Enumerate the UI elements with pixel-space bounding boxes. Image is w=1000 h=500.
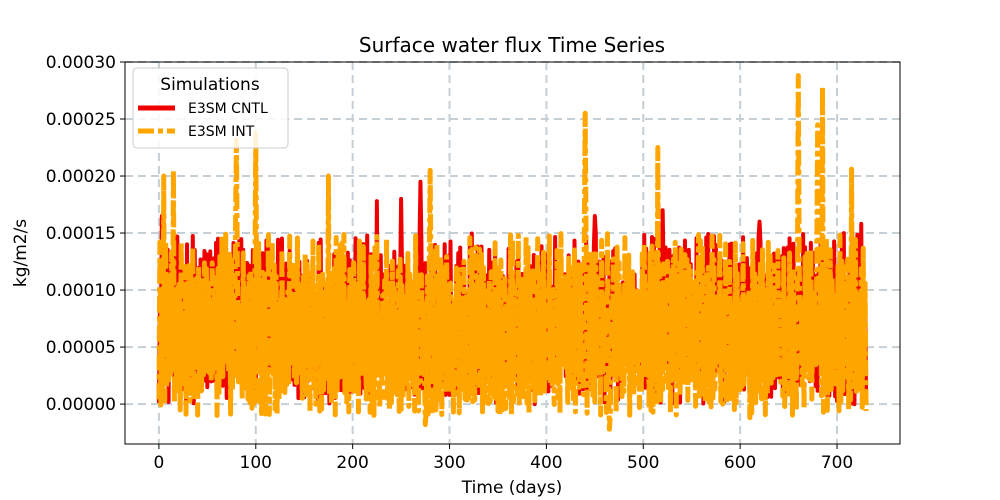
legend: Simulations E3SM CNTL E3SM INT <box>132 67 289 149</box>
legend-box <box>132 67 289 149</box>
chart-title: Surface water flux Time Series <box>359 33 665 57</box>
legend-label-cntl: E3SM CNTL <box>188 101 268 117</box>
y-tick-label: 0.00000 <box>46 395 116 415</box>
y-axis-label: kg/m2/s <box>11 219 31 287</box>
x-tick-label: 700 <box>821 453 853 473</box>
x-tick-label: 500 <box>627 453 659 473</box>
y-tick-label: 0.00030 <box>46 53 116 73</box>
y-tick-label: 0.00010 <box>46 281 116 301</box>
x-axis-label: Time (days) <box>461 478 562 498</box>
x-tick-label: 300 <box>433 453 465 473</box>
legend-title: Simulations <box>160 75 260 95</box>
series-layer <box>156 73 869 432</box>
y-tick-label: 0.00005 <box>46 338 116 358</box>
x-tick-label: 600 <box>724 453 756 473</box>
y-tick-label: 0.00015 <box>46 224 116 244</box>
x-tick-label: 200 <box>336 453 368 473</box>
x-tick-label: 100 <box>240 453 272 473</box>
x-axis: 0 100 200 300 400 500 600 700 <box>153 444 853 473</box>
y-axis: 0.00000 0.00005 0.00010 0.00015 0.00020 0.000… <box>46 53 125 415</box>
y-tick-label: 0.00025 <box>46 110 116 130</box>
x-tick-label: 400 <box>530 453 562 473</box>
plot-frame <box>124 61 901 445</box>
legend-label-int: E3SM INT <box>188 124 255 140</box>
series-line-int <box>156 73 869 432</box>
x-tick-label: 0 <box>153 453 164 473</box>
y-tick-label: 0.00020 <box>46 167 116 187</box>
